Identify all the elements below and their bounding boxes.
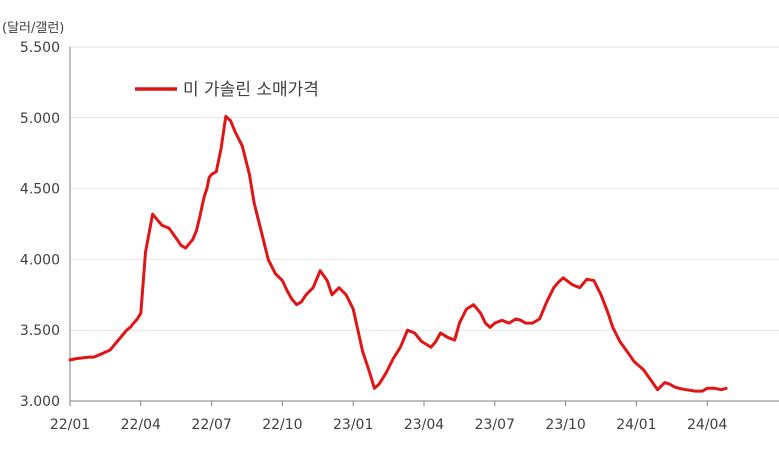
series-line	[68, 114, 728, 393]
x-tick-label: 23/01	[333, 417, 373, 433]
y-unit-label: (달러/갤런)	[2, 21, 64, 36]
x-tick-label: 22/01	[50, 417, 90, 433]
x-tick-labels: 22/01 22/04 22/07 22/10 23/01 23/04 23/07 23/10…	[50, 417, 728, 433]
y-tick-label: 4.000	[20, 252, 60, 268]
x-tick-label: 22/07	[191, 417, 231, 433]
legend-label: 미 가솔린 소매가격	[183, 80, 319, 100]
y-tick-label: 3.000	[20, 394, 60, 410]
x-tick-label: 22/04	[121, 417, 161, 433]
gridlines	[70, 46, 779, 331]
x-tick-label: 23/10	[545, 417, 585, 433]
y-tick-label: 5.500	[20, 40, 60, 56]
x-tick-label: 22/10	[262, 417, 302, 433]
y-tick-labels: 3.000 3.500 4.000 4.500 5.000 5.500	[20, 40, 60, 410]
x-tick-label: 24/01	[616, 417, 656, 433]
x-tick-label: 24/04	[687, 417, 727, 433]
x-tick-label: 23/07	[475, 417, 515, 433]
series-layer	[68, 114, 728, 393]
y-tick-label: 3.500	[20, 323, 60, 339]
y-tick-label: 5.000	[20, 111, 60, 127]
legend: 미 가솔린 소매가격	[135, 80, 319, 100]
x-tick-label: 23/04	[404, 417, 444, 433]
y-tick-label: 4.500	[20, 182, 60, 198]
axes	[69, 47, 779, 406]
